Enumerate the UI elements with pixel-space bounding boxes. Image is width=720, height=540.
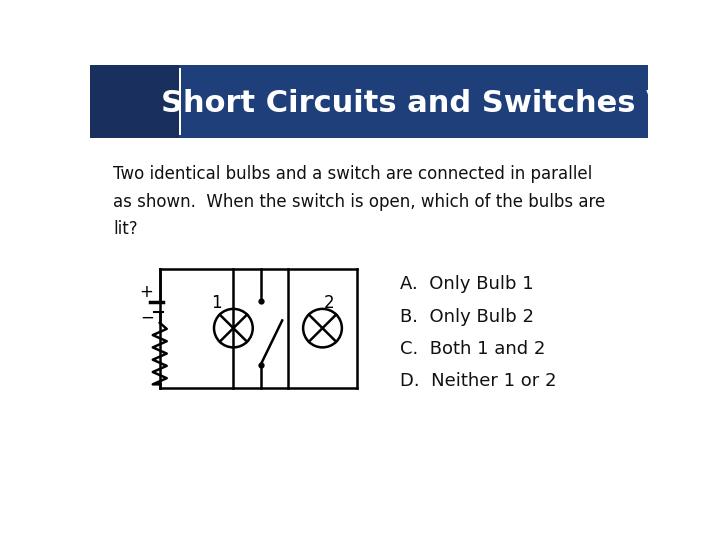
Text: C.  Both 1 and 2: C. Both 1 and 2 bbox=[400, 340, 545, 358]
Text: −: − bbox=[140, 308, 154, 326]
Text: Short Circuits and Switches V: Short Circuits and Switches V bbox=[161, 89, 670, 118]
Text: 1: 1 bbox=[211, 294, 222, 312]
Bar bbox=[90, 65, 648, 138]
Text: B.  Only Bulb 2: B. Only Bulb 2 bbox=[400, 308, 534, 326]
Text: D.  Neither 1 or 2: D. Neither 1 or 2 bbox=[400, 372, 557, 390]
Text: +: + bbox=[139, 283, 153, 301]
Bar bbox=[179, 68, 181, 135]
Bar bbox=[90, 65, 179, 138]
Text: Two identical bulbs and a switch are connected in parallel
as shown.  When the s: Two identical bulbs and a switch are con… bbox=[113, 165, 606, 239]
Text: A.  Only Bulb 1: A. Only Bulb 1 bbox=[400, 275, 534, 293]
Text: 2: 2 bbox=[323, 294, 334, 312]
